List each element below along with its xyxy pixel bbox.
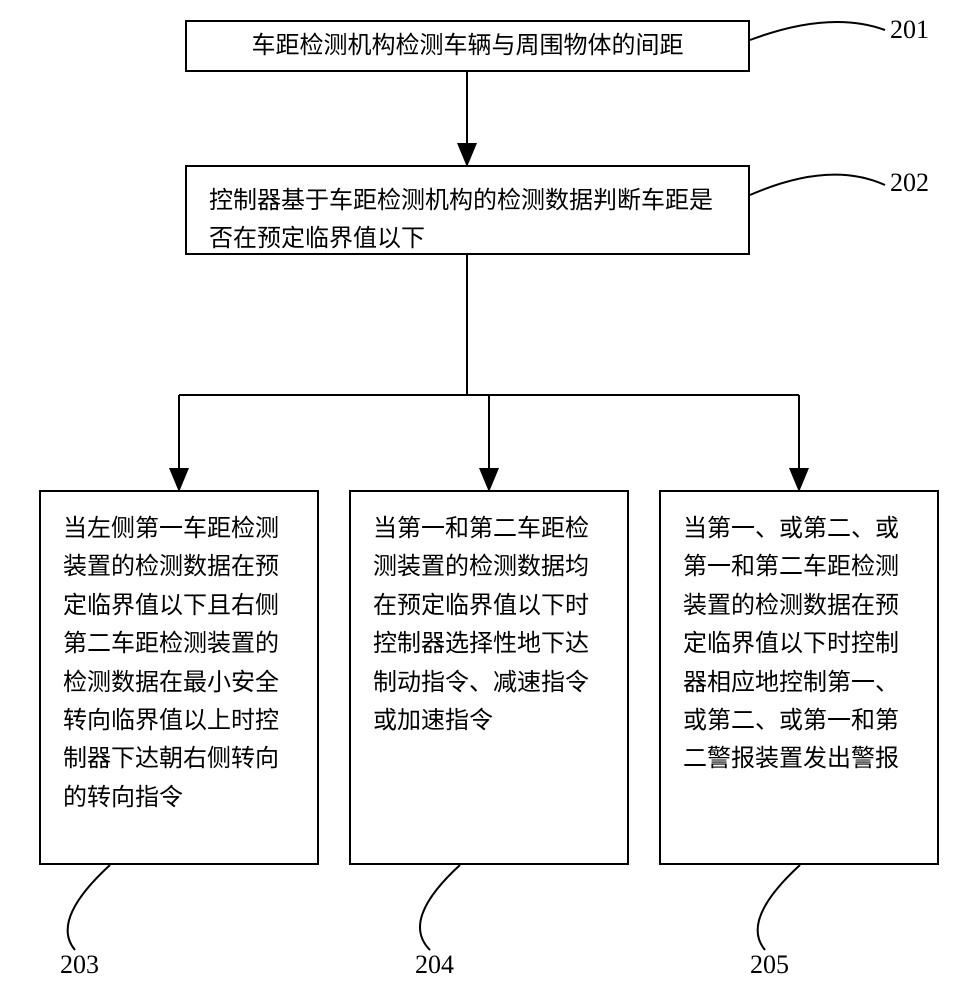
node-204: 当第一和第二车距检测装置的检测数据均在预定临界值以下时控制器选择性地下达制动指令…: [349, 490, 629, 865]
node-203: 当左侧第一车距检测装置的检测数据在预定临界值以下且右侧第二车距检测装置的检测数据…: [39, 490, 319, 865]
node-201: 车距检测机构检测车辆与周围物体的间距: [185, 20, 750, 72]
flowchart-container: 车距检测机构检测车辆与周围物体的间距 控制器基于车距检测机构的检测数据判断车距是…: [0, 0, 974, 1000]
node-203-text: 当左侧第一车距检测装置的检测数据在预定临界值以下且右侧第二车距检测装置的检测数据…: [63, 510, 295, 817]
node-205-text: 当第一、或第二、或第一和第二车距检测装置的检测数据在预定临界值以下时控制器相应地…: [683, 510, 915, 779]
node-204-text: 当第一和第二车距检测装置的检测数据均在预定临界值以下时控制器选择性地下达制动指令…: [373, 510, 605, 740]
ref-label-201: 201: [890, 15, 929, 45]
ref-label-203: 203: [60, 950, 99, 980]
ref-label-202: 202: [890, 168, 929, 198]
ref-label-205: 205: [750, 950, 789, 980]
node-202-text: 控制器基于车距检测机构的检测数据判断车距是否在预定临界值以下: [209, 182, 726, 259]
ref-label-204: 204: [415, 950, 454, 980]
node-205: 当第一、或第二、或第一和第二车距检测装置的检测数据在预定临界值以下时控制器相应地…: [659, 490, 939, 865]
node-202: 控制器基于车距检测机构的检测数据判断车距是否在预定临界值以下: [185, 165, 750, 255]
node-201-text: 车距检测机构检测车辆与周围物体的间距: [252, 27, 684, 65]
